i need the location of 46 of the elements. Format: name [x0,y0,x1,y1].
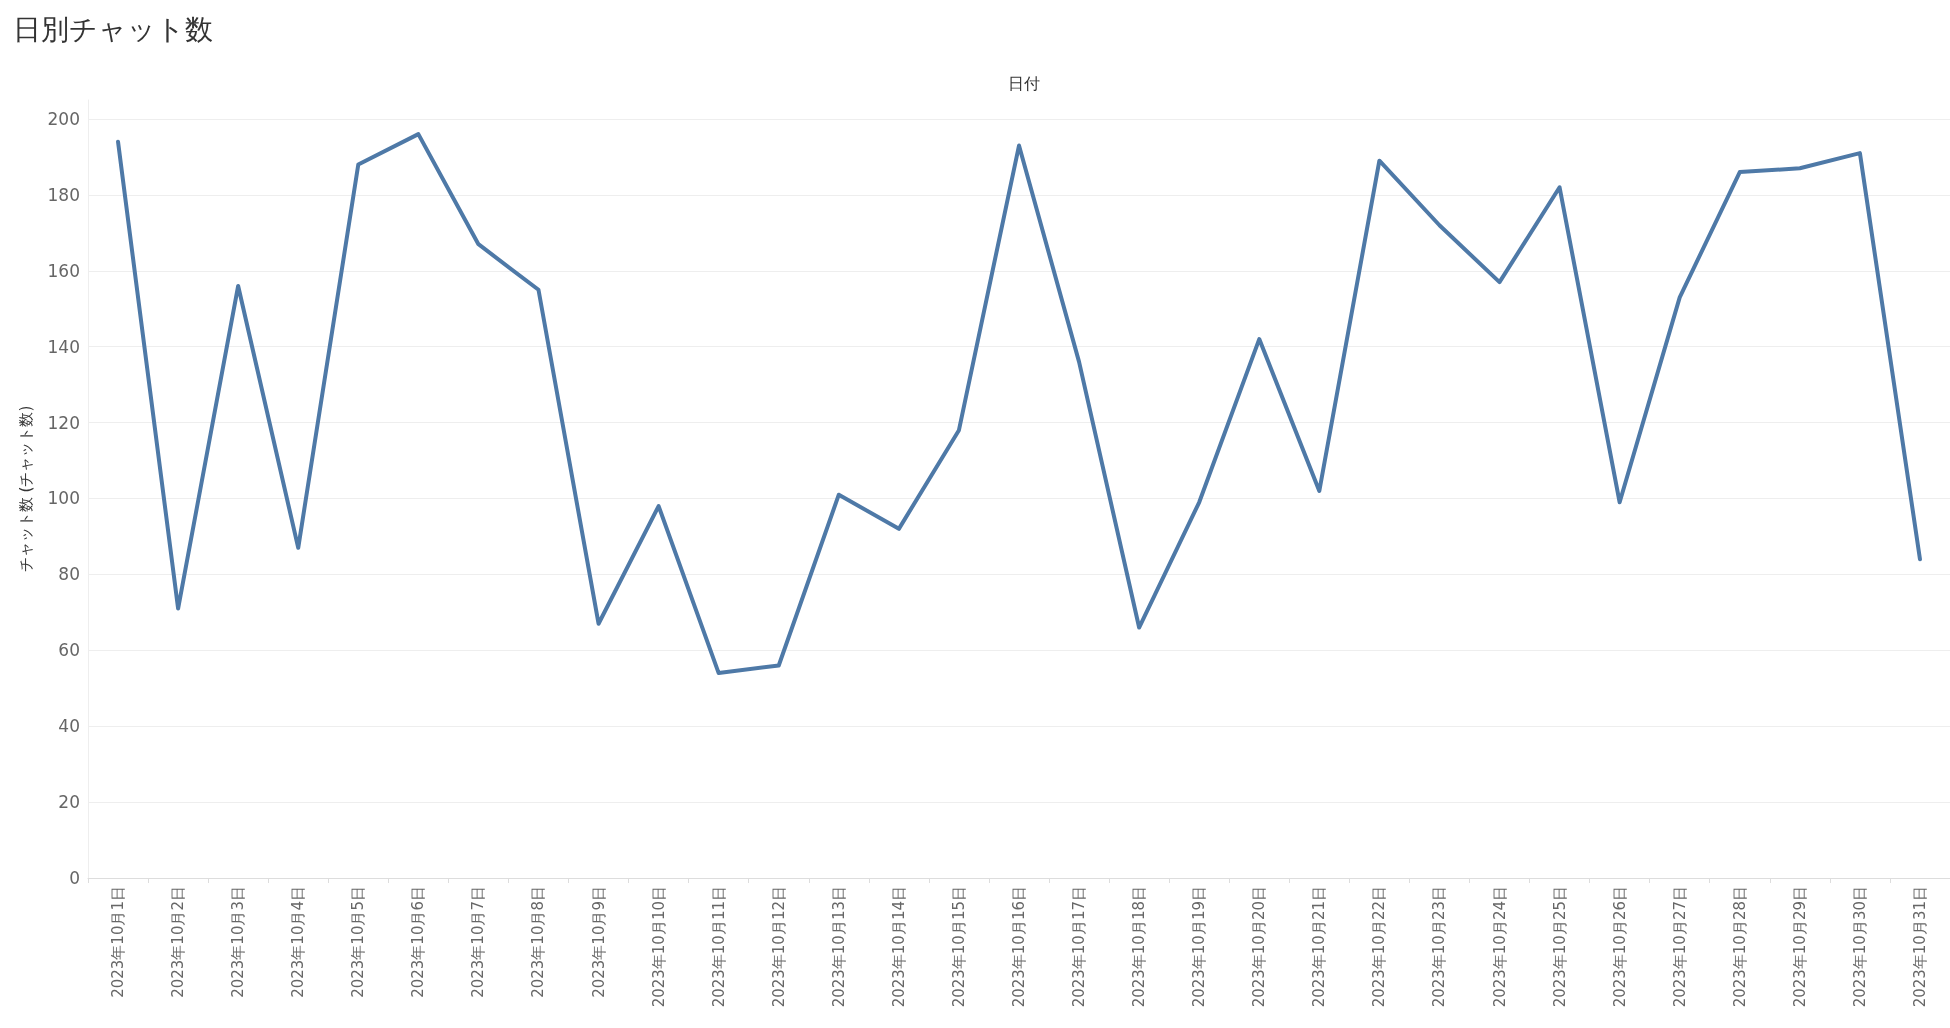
x-tick-label: 2023年10月5日 [349,886,368,998]
y-tick-label: 180 [47,184,80,205]
x-tick-label: 2023年10月4日 [289,886,308,998]
y-tick-label: 60 [58,640,80,661]
x-tick-label: 2023年10月21日 [1310,886,1329,1008]
x-tick-label: 2023年10月25日 [1550,886,1569,1008]
x-tick-label: 2023年10月9日 [589,886,608,998]
x-axis-title: 日付 [1008,73,1040,93]
y-axis-title: チャット数 (チャット数) [16,405,35,573]
y-tick-label: 120 [47,412,80,433]
y-tick-label: 100 [47,488,80,509]
x-tick-label: 2023年10月20日 [1250,886,1269,1008]
x-tick-label: 2023年10月16日 [1010,886,1028,1008]
x-tick-label: 2023年10月2日 [169,886,188,998]
x-tick-label: 2023年10月6日 [409,886,428,998]
y-tick-label: 40 [58,716,80,737]
x-tick-label: 2023年10月18日 [1130,886,1149,1008]
y-tick-label: 20 [58,792,80,813]
y-tick-label: 0 [69,868,80,888]
x-tick-label: 2023年10月27日 [1670,886,1689,1008]
x-tick-label: 2023年10月22日 [1370,886,1389,1008]
x-tick-label: 2023年10月14日 [889,886,908,1008]
chart-title: 日別チャット数 [13,12,213,46]
x-tick-label: 2023年10月17日 [1070,886,1089,1008]
y-tick-label: 80 [58,564,80,585]
x-tick-label: 2023年10月30日 [1850,886,1869,1008]
x-tick-label: 2023年10月7日 [469,886,488,998]
x-tick-label: 2023年10月10日 [649,886,668,1008]
x-tick-label: 2023年10月26日 [1610,886,1629,1008]
x-tick-label: 2023年10月15日 [949,886,968,1008]
x-tick-label: 2023年10月13日 [829,886,848,1008]
x-tick-label: 2023年10月12日 [769,886,788,1008]
line-series [116,132,1922,676]
x-tick-label: 2023年10月3日 [229,886,248,998]
x-tick-label: 2023年10月31日 [1910,886,1929,1008]
x-tick-label: 2023年10月8日 [529,886,548,998]
x-tick-label: 2023年10月28日 [1730,886,1749,1008]
x-tick-label: 2023年10月1日 [109,886,128,998]
x-tick-label: 2023年10月11日 [709,886,728,1008]
x-tick-label: 2023年10月29日 [1790,886,1809,1008]
x-tick-label: 2023年10月19日 [1190,886,1209,1008]
y-tick-label: 200 [47,108,80,129]
x-tick-label: 2023年10月23日 [1430,886,1449,1008]
y-tick-label: 140 [47,336,80,357]
x-tick-label: 2023年10月24日 [1490,886,1509,1008]
y-tick-label: 160 [47,260,80,281]
